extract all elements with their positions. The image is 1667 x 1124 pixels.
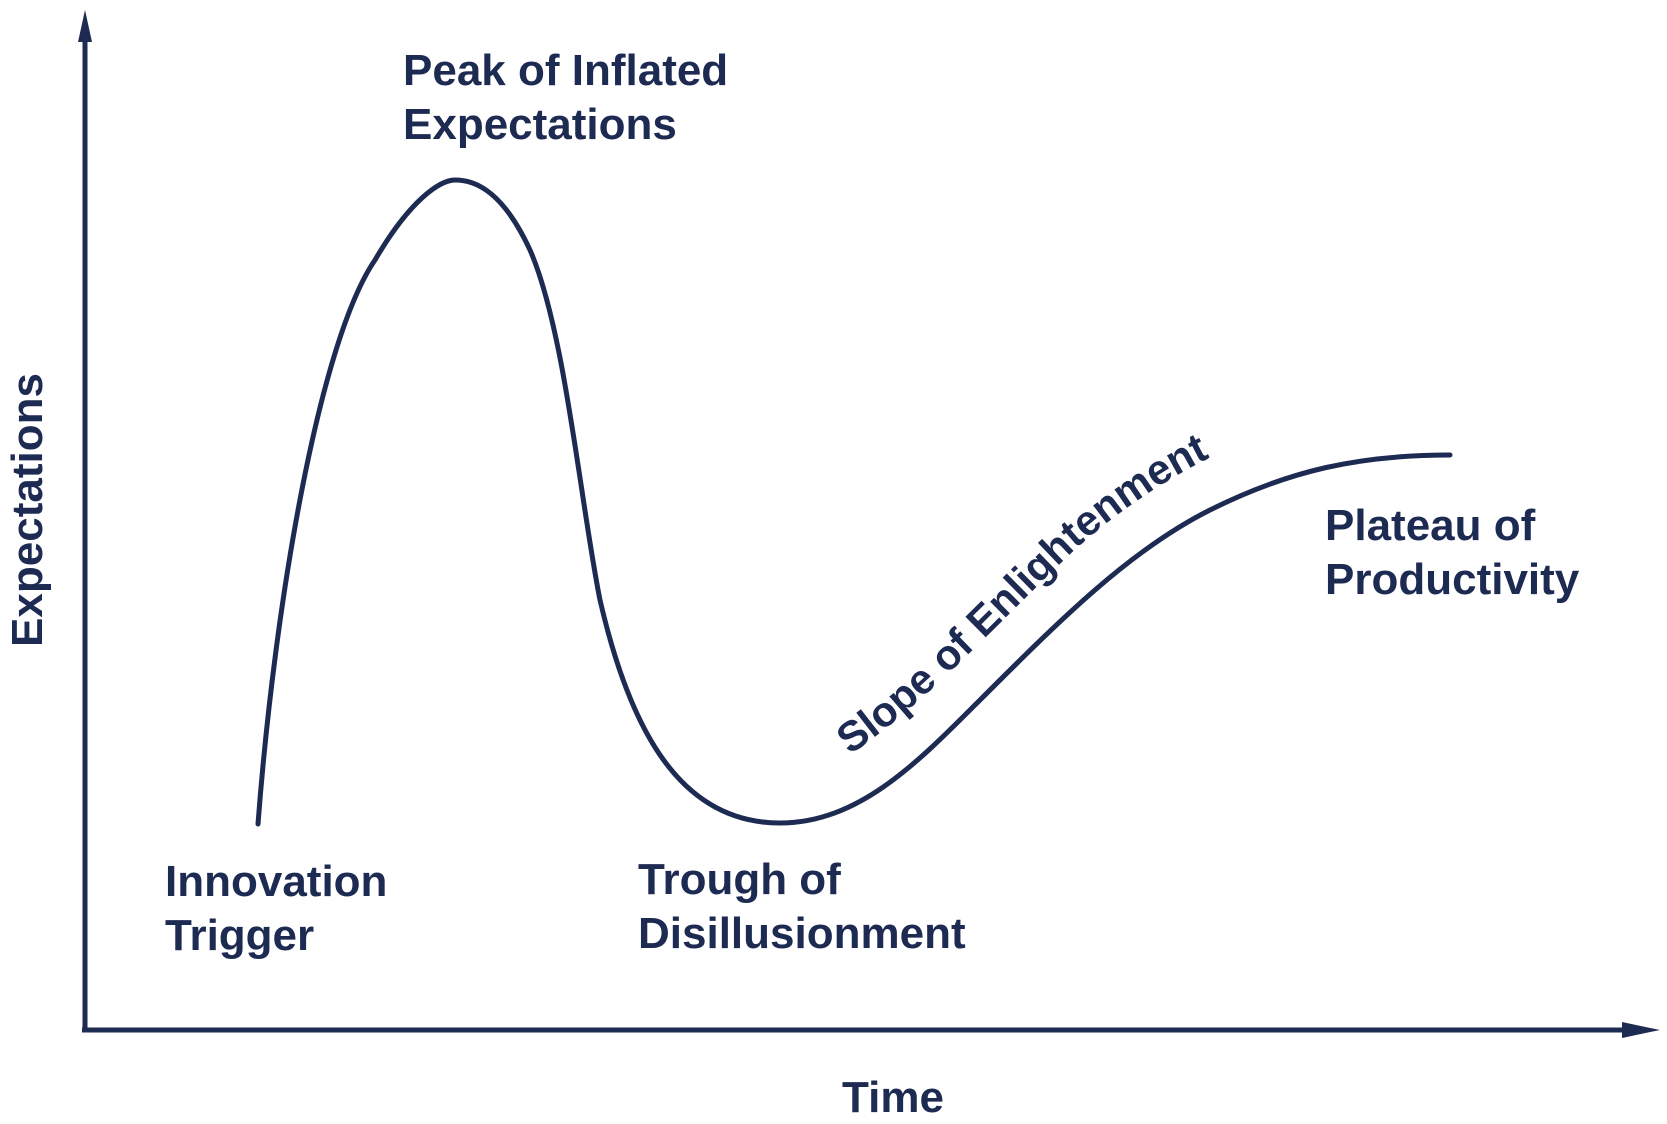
- plateau-label-line2: Productivity: [1325, 555, 1580, 604]
- y-axis-label: Expectations: [3, 373, 52, 647]
- innovation-trigger-label: Innovation Trigger: [165, 857, 400, 960]
- x-axis-arrow-icon: [1622, 1022, 1660, 1038]
- x-axis-label: Time: [842, 1073, 944, 1122]
- plateau-label: Plateau of Productivity: [1325, 501, 1580, 604]
- slope-label-text: Slope of Enlightenment: [828, 424, 1215, 763]
- innovation-trigger-label-line2: Trigger: [165, 911, 314, 960]
- peak-label-line2: Expectations: [403, 100, 677, 149]
- trough-label-line1: Trough of: [638, 855, 841, 904]
- peak-label-line1: Peak of Inflated: [403, 46, 728, 95]
- y-axis-arrow-icon: [78, 10, 92, 42]
- slope-label: Slope of Enlightenment: [828, 424, 1215, 763]
- innovation-trigger-label-line1: Innovation: [165, 857, 387, 906]
- peak-label: Peak of Inflated Expectations: [403, 46, 740, 149]
- trough-label: Trough of Disillusionment: [638, 855, 966, 958]
- trough-label-line2: Disillusionment: [638, 909, 966, 958]
- hype-curve: [255, 177, 1453, 827]
- plateau-label-line1: Plateau of: [1325, 501, 1536, 550]
